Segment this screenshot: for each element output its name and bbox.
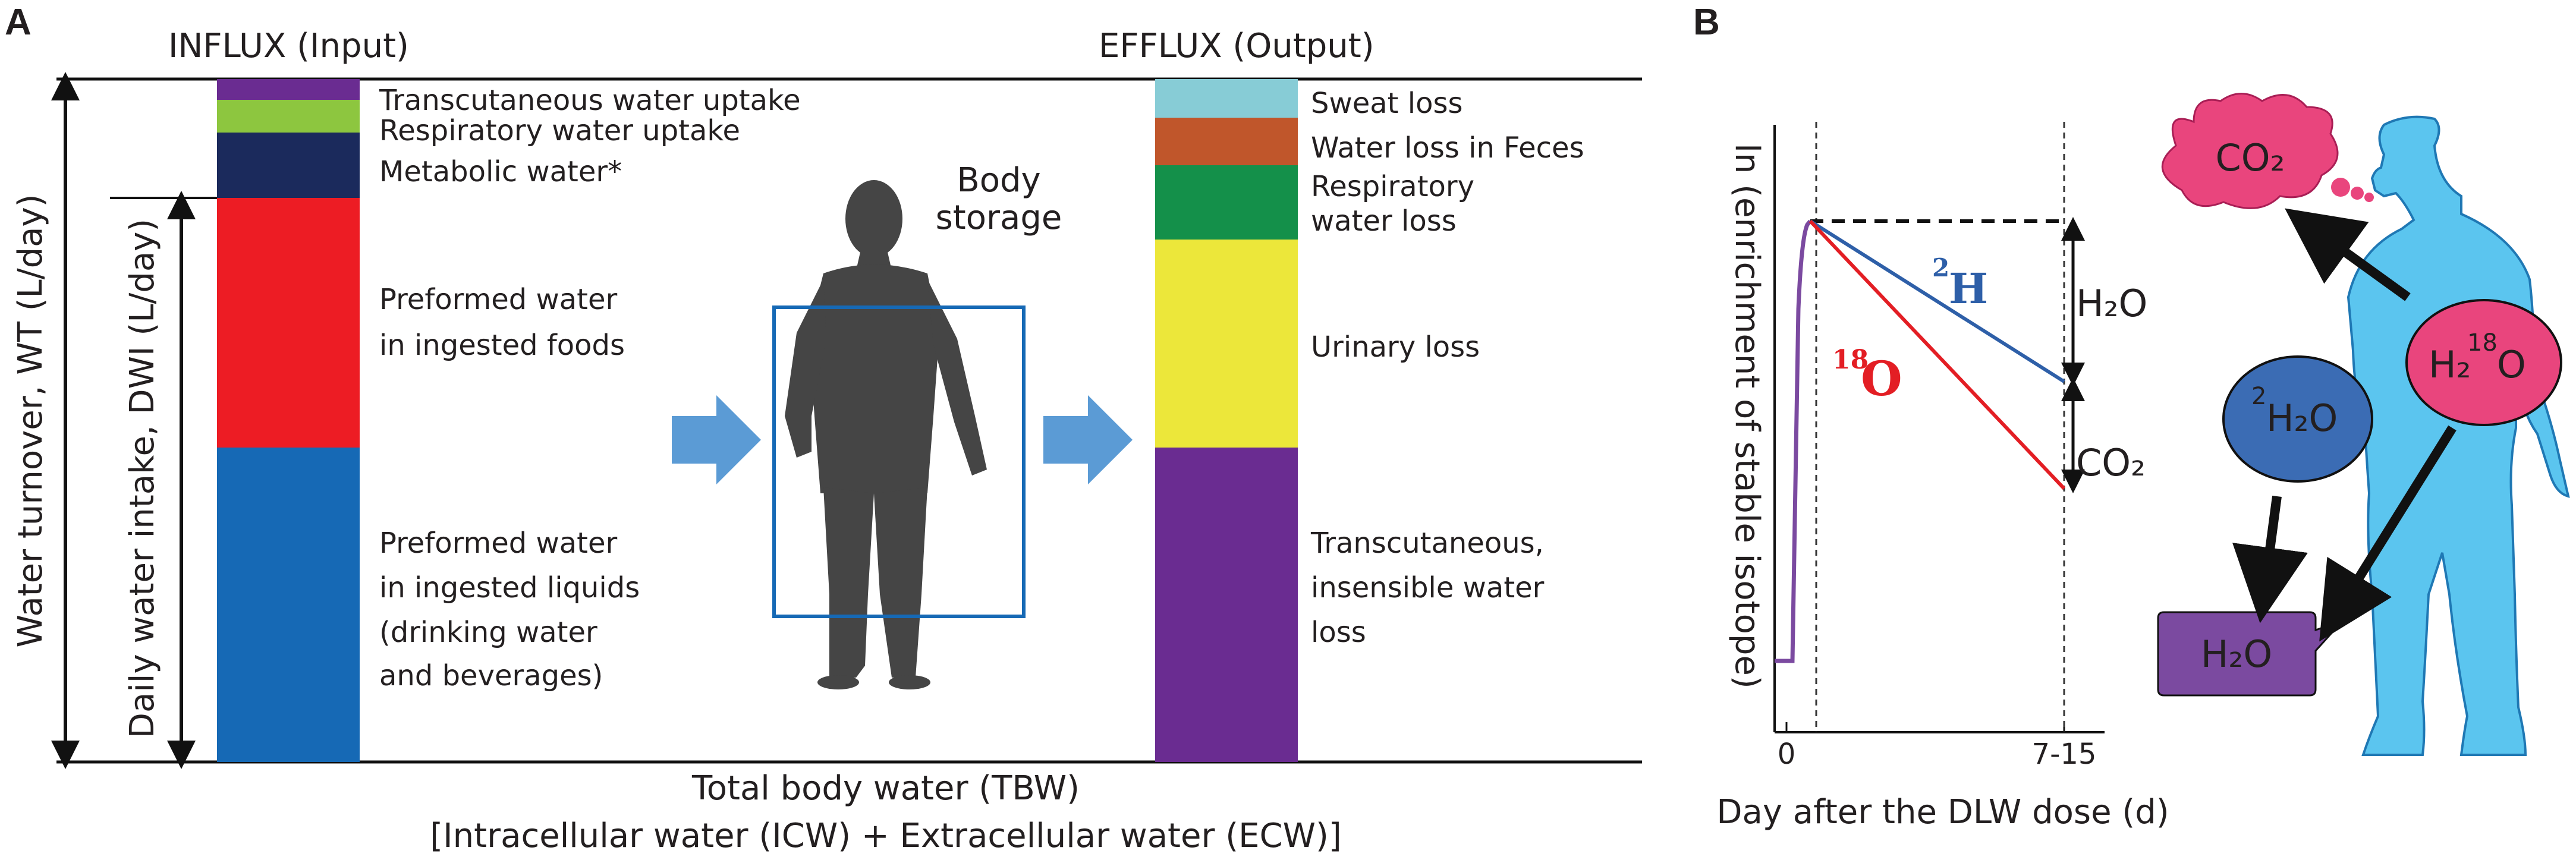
efflux-label-transcutaneous-1: Transcutaneous, (1310, 527, 1544, 560)
h2o-bracket-label: H₂O (2076, 282, 2147, 325)
panel-b-label: B (1693, 2, 1720, 43)
influx-title: INFLUX (Input) (168, 27, 409, 65)
h218o-sup: 18 (2467, 329, 2498, 357)
human-silhouette-icon (785, 180, 987, 689)
efflux-seg-feces (1155, 118, 1298, 165)
series-baseline-rise (1775, 219, 1812, 663)
2h2o-label: H₂O (2266, 396, 2338, 440)
efflux-seg-urinary (1155, 240, 1298, 448)
influx-bar (217, 79, 360, 762)
series-18o-label-sup: 18 (1832, 345, 1869, 375)
influx-label-transcutaneous: Transcutaneous water uptake (379, 84, 801, 117)
efflux-label-respiratory-2: water loss (1311, 204, 1457, 238)
influx-label-foods-1: Preformed water (379, 283, 618, 316)
efflux-seg-sweat (1155, 79, 1298, 118)
series-2h-label: H (1949, 264, 1988, 313)
influx-label-liquids-3: (drinking water (379, 616, 597, 649)
influx-label-liquids-2: in ingested liquids (379, 571, 640, 604)
b-x-tick-label-end: 7-15 (2032, 738, 2097, 771)
series-2h-label-sup: 2 (1932, 253, 1949, 282)
2h2o-sup: 2 (2251, 383, 2266, 410)
efflux-label-respiratory-1: Respiratory (1311, 170, 1474, 203)
influx-label-liquids-1: Preformed water (379, 527, 618, 560)
h218o-bubble: H₂ 18 O (2405, 299, 2562, 426)
influx-seg-respiratory (217, 100, 360, 133)
tbw-line2: [Intracellular water (ICW) + Extracellul… (430, 817, 1341, 855)
efflux-bar (1155, 79, 1298, 762)
influx-label-respiratory: Respiratory water uptake (379, 114, 740, 147)
h218o-suffix: O (2497, 343, 2526, 386)
b-y-axis-label: ln (enrichment of stable isotope) (1728, 143, 1766, 688)
co2-bubble: CO₂ (2161, 93, 2374, 209)
arrow-h218o-to-h2o (2319, 425, 2457, 642)
co2-bubble-label: CO₂ (2216, 136, 2285, 179)
series-18o-label: O (1861, 351, 1902, 407)
wt-axis-label: Water turnover, WT (L/day) (11, 194, 50, 648)
h2o-bubble-label: H₂O (2201, 632, 2272, 676)
efflux-label-urinary: Urinary loss (1311, 330, 1480, 364)
tbw-line1: Total body water (TBW) (691, 769, 1080, 808)
efflux-label-feces: Water loss in Feces (1311, 131, 1584, 165)
isotope-chart: 2 H 18 O H₂O CO₂ 0 7-15 (1773, 122, 2147, 771)
dwi-axis-label: Daily water intake, DWI (L/day) (123, 219, 162, 738)
influx-seg-metabolic (217, 133, 360, 198)
inflow-arrow (672, 395, 761, 484)
influx-label-foods-2: in ingested foods (379, 329, 625, 362)
efflux-seg-transcutaneous (1155, 448, 1298, 762)
influx-seg-foods (217, 198, 360, 448)
arrow-to-co2 (2285, 208, 2411, 301)
influx-seg-liquids (217, 448, 360, 762)
efflux-seg-respiratory (1155, 165, 1298, 240)
body-figure-icon (2347, 115, 2570, 756)
arrow-2h2o-to-h2o (2232, 495, 2308, 623)
series-2h-line (1809, 219, 2065, 383)
h218o-prefix: H₂ (2429, 343, 2471, 386)
b-x-tick-label-0: 0 (1778, 738, 1796, 771)
panel-a-label: A (5, 2, 32, 43)
2h2o-bubble: 2 H₂O (2222, 355, 2373, 483)
co2-bracket-label: CO₂ (2076, 441, 2146, 484)
b-x-axis-label: Day after the DLW dose (d) (1716, 793, 2169, 831)
efflux-label-sweat: Sweat loss (1311, 87, 1462, 120)
outflow-arrow (1043, 395, 1133, 484)
h2o-bubble: H₂O (2157, 611, 2345, 697)
body-storage-line1: Body (957, 161, 1040, 200)
body-storage-line2: storage (936, 199, 1062, 237)
series-18o-line (1808, 219, 2066, 490)
efflux-label-transcutaneous-3: loss (1311, 616, 1366, 649)
influx-label-metabolic: Metabolic water* (379, 155, 622, 188)
efflux-title: EFFLUX (Output) (1099, 27, 1375, 65)
efflux-label-transcutaneous-2: insensible water (1311, 571, 1545, 604)
influx-label-liquids-4: and beverages) (379, 659, 603, 692)
influx-seg-transcutaneous (217, 79, 360, 100)
body-storage-box (772, 305, 1026, 618)
